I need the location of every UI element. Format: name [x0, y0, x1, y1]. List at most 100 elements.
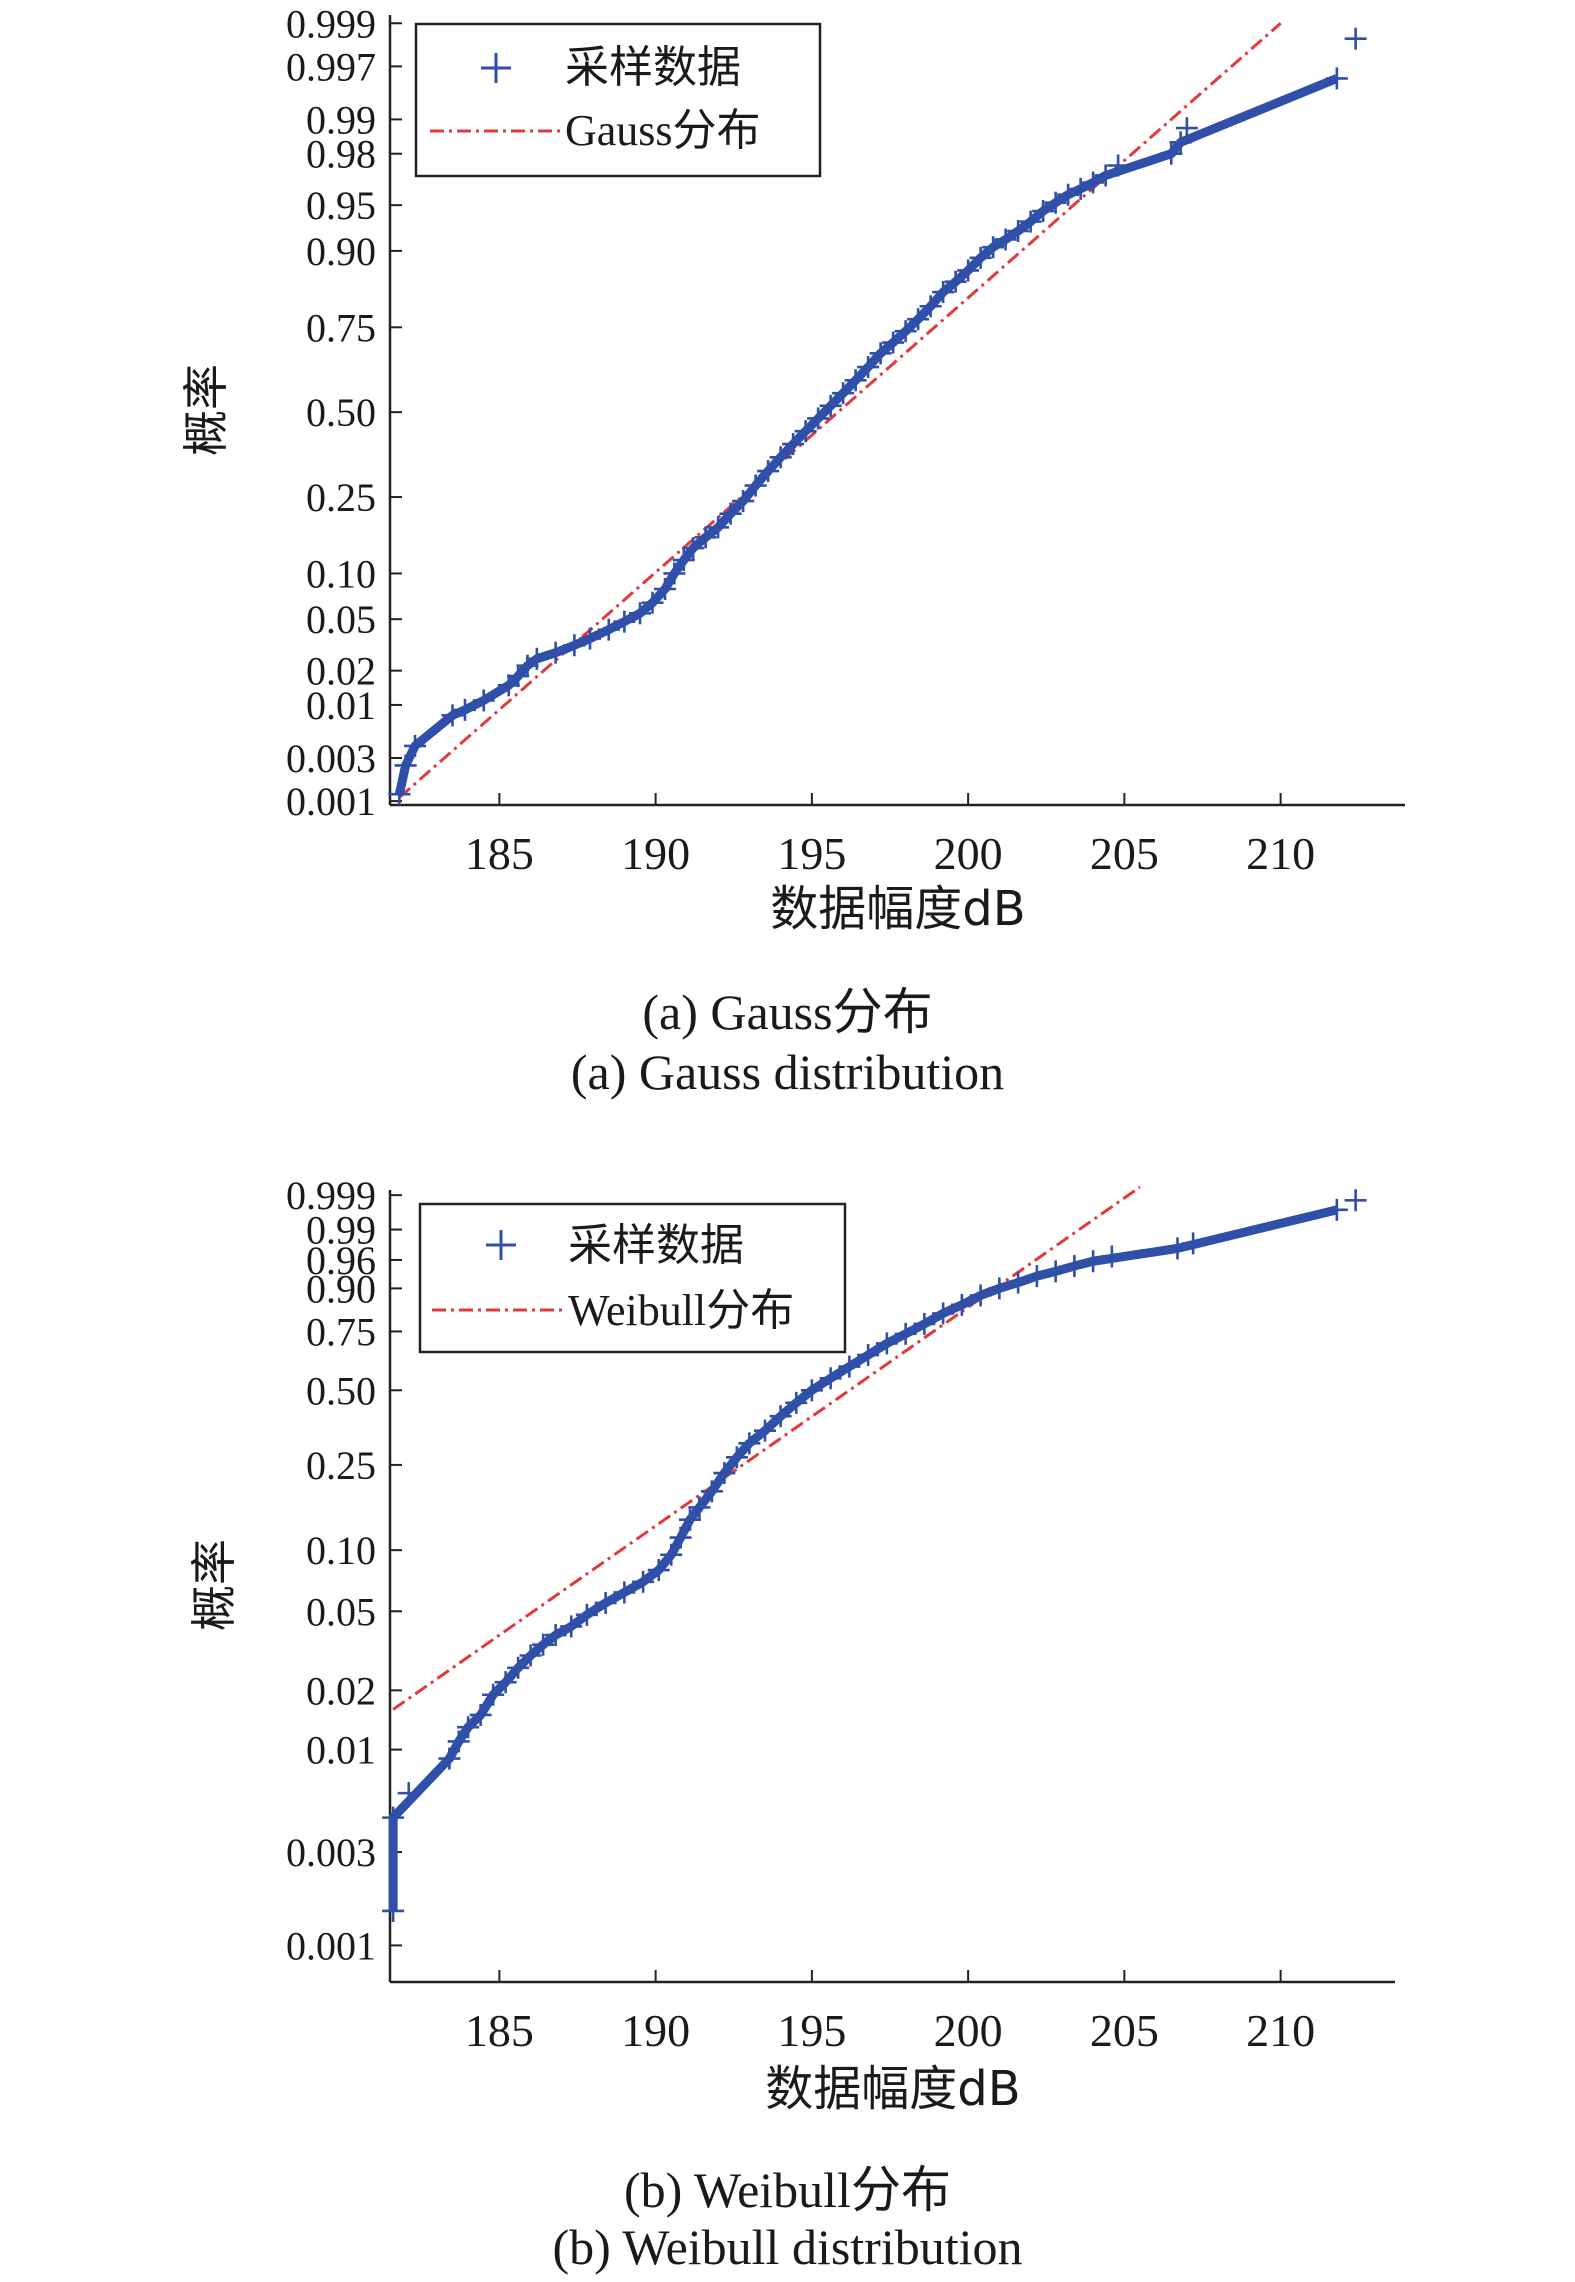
sample-point: [1325, 67, 1348, 90]
sample-point: [575, 1603, 598, 1626]
x-tick-label: 205: [1090, 828, 1159, 879]
sample-point: [525, 647, 548, 670]
y-tick-label: 0.98: [306, 132, 376, 177]
y-tick-label: 0.05: [306, 1589, 376, 1634]
sample-point: [857, 356, 880, 379]
sample-point: [857, 1344, 880, 1367]
sample-point: [1082, 171, 1105, 194]
sample-point: [807, 407, 830, 430]
legend-label-fit: Weibull分布: [568, 1286, 794, 1335]
sample-point: [672, 549, 695, 572]
sample-point: [594, 1591, 617, 1614]
y-tick-label: 0.99: [306, 97, 376, 142]
sample-point: [794, 420, 817, 443]
sample-point: [785, 1391, 808, 1414]
y-tick-label: 0.50: [306, 1368, 376, 1413]
legend-gauss: 采样数据 Gauss分布: [414, 22, 822, 178]
sample-points-weibull: [382, 1189, 1367, 1922]
sample-point: [950, 1293, 973, 1316]
sample-point: [725, 1446, 748, 1469]
sample-point: [1007, 1271, 1030, 1294]
fit-line: [398, 22, 1282, 799]
axes-gauss: [388, 15, 1405, 807]
sample-points-gauss: [388, 27, 1367, 806]
x-tick-label: 185: [465, 2005, 534, 2056]
sample-point: [932, 1302, 955, 1325]
y-tick-label: 0.01: [306, 1728, 376, 1773]
sample-point: [1019, 210, 1042, 233]
y-tick-label: 0.997: [286, 44, 376, 89]
sample-point: [1160, 142, 1183, 165]
caption-b-en: (b) Weibull distribution: [552, 2219, 1023, 2275]
sample-point: [919, 295, 942, 318]
y-tick-label: 0.001: [286, 1923, 376, 1968]
y-tick-label: 0.25: [306, 475, 376, 520]
sample-point: [654, 578, 676, 601]
caption-a-cn: (a) Gauss分布: [642, 984, 933, 1040]
sample-point: [544, 641, 567, 664]
sample-point: [769, 1405, 792, 1428]
sample-point: [613, 1581, 636, 1604]
x-tick-label: 190: [621, 2005, 690, 2056]
sample-point: [482, 1683, 505, 1706]
sample-point: [1325, 1198, 1348, 1221]
y-tick-label: 0.02: [306, 1668, 376, 1713]
x-tick-label: 210: [1246, 828, 1315, 879]
fit-line-gauss: [398, 22, 1282, 799]
sample-point: [969, 1284, 992, 1307]
sample-point: [713, 1462, 736, 1485]
x-axis-label: 数据幅度dB: [765, 2061, 1020, 2117]
legend-label-samples: 采样数据: [568, 1220, 744, 1271]
sample-point: [819, 394, 842, 417]
sample-point: [1182, 1232, 1205, 1255]
sample-point: [757, 460, 780, 483]
sample-point: [707, 516, 730, 539]
y-tick-label: 0.05: [306, 597, 376, 642]
fit-line-weibull: [392, 1185, 1141, 1711]
y-tick-label: 0.90: [306, 229, 376, 274]
sample-point: [994, 228, 1017, 251]
x-tick-label: 200: [934, 828, 1003, 879]
sample-point: [782, 433, 805, 456]
sample-point: [819, 1367, 842, 1390]
sample-point: [472, 689, 495, 712]
sample-point: [519, 1644, 542, 1667]
sample-point: [382, 1899, 405, 1922]
caption-a-en: (a) Gauss distribution: [570, 1044, 1005, 1100]
x-tick-label: 205: [1090, 2005, 1159, 2056]
y-tick-label: 0.96: [306, 1238, 376, 1283]
sample-point: [1044, 1260, 1067, 1283]
sample-point: [682, 537, 705, 560]
legend-box: [418, 1202, 847, 1354]
sample-point: [447, 1730, 470, 1753]
sample-point: [454, 698, 476, 721]
sample-point: [1094, 164, 1117, 187]
sample-point: [882, 331, 905, 354]
sample-point: [388, 783, 411, 806]
sample-point: [800, 1379, 823, 1402]
x-tick-label: 210: [1246, 2005, 1315, 2056]
sample-point: [597, 618, 620, 641]
sample-point: [1175, 117, 1198, 140]
sample-point: [532, 1633, 555, 1656]
sample-point: [944, 270, 967, 293]
sample-point: [1044, 191, 1067, 214]
y-tick-label: 0.01: [306, 683, 376, 728]
sample-point: [1063, 1255, 1086, 1278]
sample-point: [404, 734, 426, 757]
sample-point: [397, 1782, 420, 1805]
sample-point: [438, 1747, 461, 1770]
sample-point: [394, 754, 417, 777]
y-tick-label: 0.75: [306, 305, 376, 350]
y-tick-label: 0.02: [306, 649, 376, 694]
sample-point: [894, 1322, 917, 1345]
sample-point: [613, 610, 636, 633]
sample-point: [982, 236, 1005, 259]
sample-point: [1344, 1189, 1367, 1212]
sample-point: [844, 369, 867, 392]
y-tick-label: 0.90: [306, 1266, 376, 1311]
sample-point: [563, 634, 586, 657]
